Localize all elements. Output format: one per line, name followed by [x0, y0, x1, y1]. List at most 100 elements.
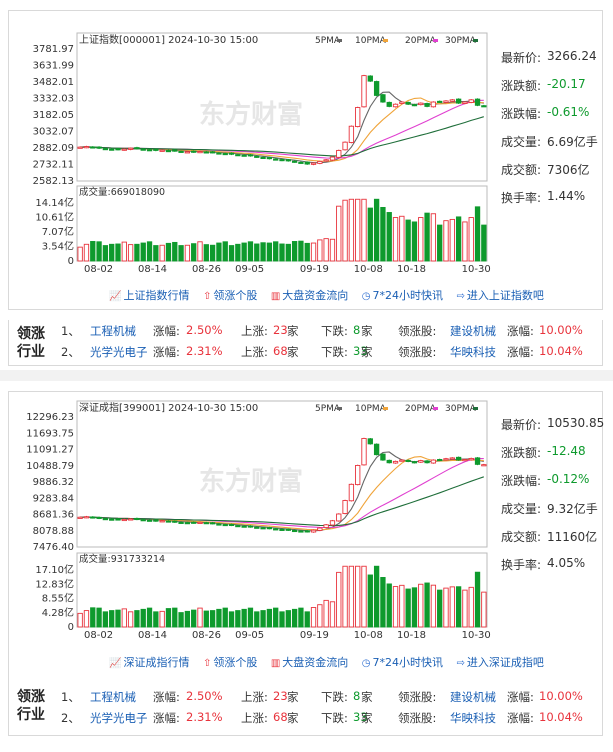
moving-average-line: [80, 116, 484, 157]
leader-label: 领涨股:: [398, 690, 437, 704]
link-fund-flow[interactable]: ▥ 大盘资金流向: [270, 289, 349, 302]
leader-stock-link[interactable]: 华映科技: [450, 711, 496, 725]
clock-icon: ◷: [361, 291, 371, 302]
candle-body: [266, 157, 273, 160]
candle-body: [386, 459, 392, 464]
volume-bar: [443, 587, 449, 628]
ma-legend-label: 20PMA: [405, 404, 437, 414]
price-tick-label: 3781.97: [33, 44, 74, 55]
candle-body: [273, 528, 279, 531]
candle-body: [355, 464, 361, 486]
volume-bar: [184, 244, 191, 262]
sector-link[interactable]: 工程机械: [90, 324, 136, 338]
volume-bar: [146, 241, 153, 262]
volume-bar: [153, 611, 159, 628]
candle-body: [279, 528, 285, 531]
candle-body: [298, 161, 304, 164]
row-index: 2、: [61, 345, 80, 359]
x-tick-label: 08-14: [138, 264, 167, 275]
volume-bar: [468, 586, 474, 628]
volume-bar: [468, 217, 474, 262]
link-news[interactable]: ◷ 7*24小时快讯: [361, 656, 444, 669]
candle-body: [241, 154, 247, 157]
candle-body: [455, 456, 462, 461]
candle-body: [121, 518, 127, 522]
candle-body: [222, 524, 228, 527]
candle-body: [77, 516, 83, 519]
volume-bar: [449, 218, 455, 262]
x-tick-label: 08-26: [192, 264, 221, 275]
candle-body: [159, 520, 165, 523]
candle-body: [355, 107, 361, 128]
volume-bar: [209, 244, 216, 262]
volume-bar: [165, 608, 172, 628]
leading-sectors-1: 领涨行业 1、 工程机械 涨幅: 2.50% 上涨: 23 家下跌: 8 家领涨股: 建设机械 涨幅…: [8, 320, 603, 366]
volume-bar: [392, 586, 399, 628]
sector-link[interactable]: 光学光电子: [90, 711, 148, 725]
candle-body: [178, 521, 184, 524]
sector-link[interactable]: 工程机械: [90, 690, 136, 704]
volume-bar: [77, 612, 83, 628]
volume-bar: [361, 565, 367, 628]
x-tick-label: 08-26: [192, 630, 221, 641]
volume-bar: [323, 238, 329, 262]
volume-bar: [102, 245, 109, 262]
volume-bar: [380, 577, 386, 628]
volume-tick-label: 10.61亿: [35, 211, 74, 224]
volume-bar: [197, 241, 203, 262]
link-leading-stocks[interactable]: ⇧ 领涨个股: [202, 289, 258, 302]
link-fund-flow[interactable]: ▥ 大盘资金流向: [270, 656, 349, 669]
candle-body: [411, 461, 418, 464]
candle-body: [380, 94, 386, 103]
sector-link[interactable]: 光学光电子: [90, 345, 148, 359]
volume-bar: [178, 245, 184, 262]
ma-legend-label: 5PMA: [315, 404, 341, 414]
unit: 家: [287, 345, 299, 359]
volume-tick-label: 8.55亿: [42, 592, 74, 605]
candle-body: [109, 518, 115, 521]
volume-bar: [83, 610, 90, 628]
price-tick-label: 2882.09: [33, 143, 74, 154]
bar-chart-icon: ▥: [270, 291, 281, 302]
ma-legend-swatch: [337, 407, 342, 410]
volume-bar: [481, 224, 487, 262]
candle-body: [430, 459, 437, 464]
link-index-quote[interactable]: 📈 上证指数行情: [109, 289, 190, 302]
x-tick-label: 10-18: [397, 264, 426, 275]
link-forum[interactable]: ⇨ 进入深证成指吧: [456, 656, 544, 669]
leader-pct: 10.00%: [539, 689, 583, 703]
candle-body: [197, 151, 203, 154]
leader-stock-link[interactable]: 建设机械: [450, 324, 496, 338]
candle-body: [184, 522, 191, 525]
leader-pct-label: 涨幅:: [507, 324, 534, 338]
volume-bar: [222, 241, 228, 262]
link-forum[interactable]: ⇨ 进入上证指数吧: [456, 289, 544, 302]
volume-bar: [127, 611, 134, 628]
candle-body: [323, 524, 329, 529]
leader-stock-link[interactable]: 华映科技: [450, 345, 496, 359]
up-label: 上涨:: [241, 345, 268, 359]
link-index-quote[interactable]: 📈 深证成指行情: [109, 656, 190, 669]
candle-body: [83, 516, 90, 519]
volume-bar: [430, 584, 437, 628]
link-news[interactable]: ◷ 7*24小时快讯: [361, 289, 444, 302]
candle-body: [178, 150, 184, 153]
sector-pct: 2.31%: [186, 710, 223, 724]
ma-legend-label: 10PMA: [355, 36, 387, 46]
unit: 家: [287, 324, 299, 338]
candle-body: [285, 528, 291, 531]
candle-body: [474, 457, 481, 465]
candle-body: [254, 526, 260, 529]
unit: 家: [287, 711, 299, 725]
leader-stock-link[interactable]: 建设机械: [450, 690, 496, 704]
volume-bar: [424, 212, 430, 262]
link-leading-stocks[interactable]: ⇧ 领涨个股: [202, 656, 258, 669]
volume-bar: [184, 610, 191, 628]
price-tick-label: 11693.75: [26, 428, 74, 439]
volume-bar: [235, 610, 241, 628]
leader-pct-label: 涨幅:: [507, 711, 534, 725]
leader-label: 领涨股:: [398, 711, 437, 725]
candle-body: [247, 525, 254, 528]
volume-bar: [191, 243, 197, 262]
candle-body: [304, 530, 310, 533]
